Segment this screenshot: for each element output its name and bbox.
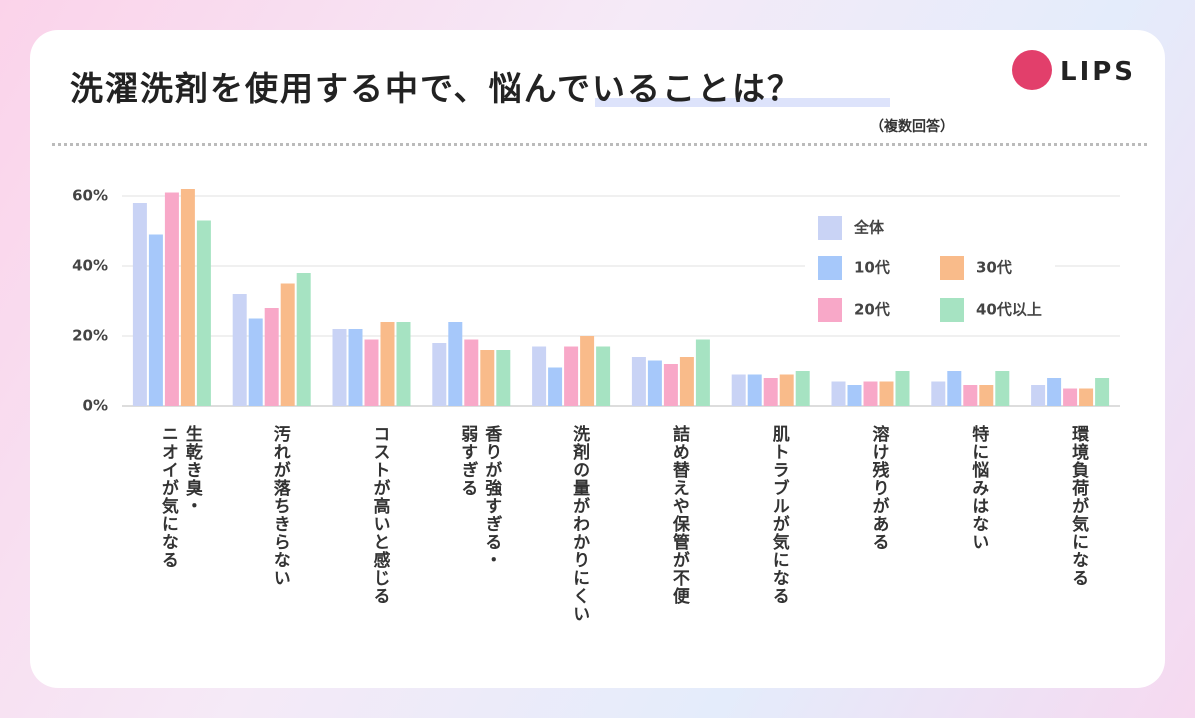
y-tick-label: 0% bbox=[83, 397, 108, 415]
bar bbox=[995, 371, 1010, 406]
bar bbox=[264, 308, 279, 406]
bar bbox=[580, 336, 595, 406]
legend-label: 40代以上 bbox=[976, 301, 1042, 319]
bar bbox=[1079, 388, 1094, 406]
bar bbox=[348, 329, 363, 406]
bar bbox=[747, 374, 762, 406]
bar bbox=[464, 339, 479, 406]
legend-background bbox=[805, 205, 1055, 335]
bar bbox=[180, 189, 195, 406]
bar bbox=[947, 371, 962, 406]
y-tick-label: 60% bbox=[72, 187, 108, 205]
bar bbox=[564, 346, 579, 406]
bar bbox=[448, 322, 463, 406]
legend-label: 30代 bbox=[976, 259, 1012, 277]
divider bbox=[52, 143, 1147, 146]
bar bbox=[695, 339, 710, 406]
bar bbox=[380, 322, 395, 406]
x-tick-label: 生乾き臭・ ニオイが気になる bbox=[157, 425, 202, 569]
bar bbox=[164, 192, 179, 406]
bar bbox=[631, 357, 646, 406]
legend-label: 20代 bbox=[854, 301, 890, 319]
bar bbox=[148, 234, 163, 406]
x-tick-label: 溶け残りがある bbox=[868, 425, 889, 551]
chart-title: 洗濯洗剤を使用する中で、悩んでいることは？ bbox=[70, 69, 803, 108]
bar bbox=[132, 203, 147, 406]
y-tick-label: 20% bbox=[72, 327, 108, 345]
legend-swatch bbox=[940, 256, 964, 280]
logo-mark bbox=[1012, 50, 1052, 90]
bar bbox=[979, 385, 994, 406]
x-tick-label: 香りが強すぎる・ 弱すぎる bbox=[457, 425, 502, 569]
bar bbox=[332, 329, 347, 406]
x-tick-label: 詰め替えや保管が不便 bbox=[668, 425, 689, 605]
legend-label: 全体 bbox=[853, 219, 885, 237]
subtitle: （複数回答） bbox=[870, 119, 954, 135]
bar bbox=[280, 283, 295, 406]
legend-label: 10代 bbox=[854, 259, 890, 277]
bar bbox=[831, 381, 846, 406]
y-tick-label: 40% bbox=[72, 257, 108, 275]
bar bbox=[795, 371, 810, 406]
bar bbox=[847, 385, 862, 406]
bar bbox=[879, 381, 894, 406]
bar bbox=[480, 350, 495, 406]
bar bbox=[532, 346, 547, 406]
logo: LIPS bbox=[1060, 57, 1137, 87]
bar bbox=[1063, 388, 1078, 406]
bar bbox=[432, 343, 447, 406]
x-tick-label: 特に悩みはない bbox=[968, 425, 989, 551]
bar bbox=[763, 378, 778, 406]
bar bbox=[296, 273, 311, 406]
x-tick-label: 肌トラブルが気になる bbox=[768, 425, 789, 605]
bar bbox=[863, 381, 878, 406]
bar bbox=[1095, 378, 1110, 406]
legend-swatch bbox=[818, 216, 842, 240]
bar bbox=[663, 364, 678, 406]
bar bbox=[1031, 385, 1046, 406]
title-highlight bbox=[595, 98, 890, 107]
bar bbox=[931, 381, 946, 406]
bar bbox=[1047, 378, 1062, 406]
bar bbox=[679, 357, 694, 406]
x-tick-label: 洗剤の量がわかりにくい bbox=[569, 425, 590, 623]
bar bbox=[647, 360, 662, 406]
bar bbox=[963, 385, 978, 406]
bar bbox=[248, 318, 263, 406]
bar bbox=[364, 339, 379, 406]
bar bbox=[596, 346, 611, 406]
bar bbox=[196, 220, 211, 406]
x-tick-label: コストが高いと感じる bbox=[369, 425, 390, 605]
bar bbox=[396, 322, 411, 406]
bar bbox=[232, 294, 247, 406]
legend-swatch bbox=[940, 298, 964, 322]
bar bbox=[548, 367, 563, 406]
legend-swatch bbox=[818, 256, 842, 280]
x-tick-label: 汚れが落ちきらない bbox=[269, 425, 290, 587]
bar bbox=[496, 350, 511, 406]
legend-swatch bbox=[818, 298, 842, 322]
bar bbox=[895, 371, 910, 406]
bar bbox=[731, 374, 746, 406]
bar bbox=[779, 374, 794, 406]
x-tick-label: 環境負荷が気になる bbox=[1068, 425, 1089, 587]
